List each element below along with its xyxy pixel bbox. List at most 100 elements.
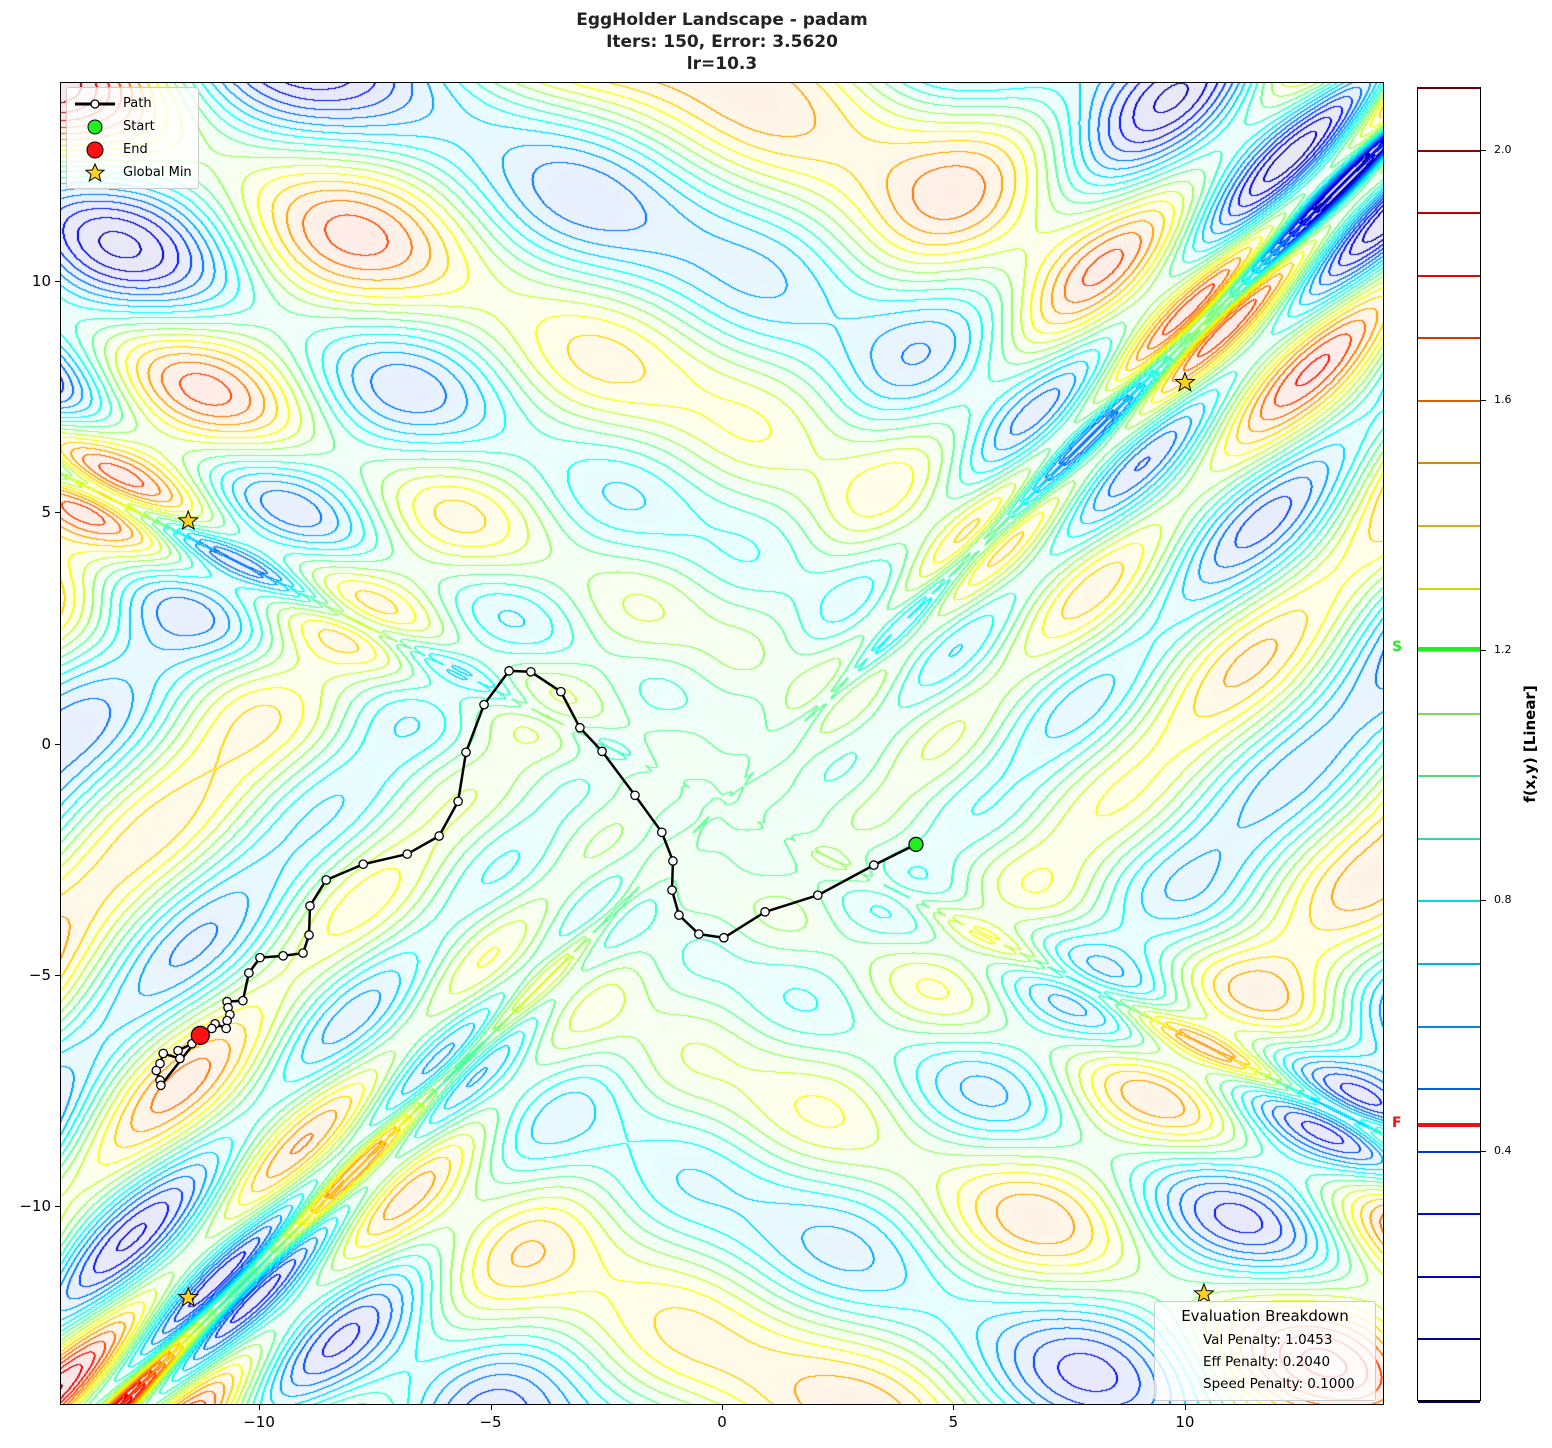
- legend-path-label: Path: [123, 96, 152, 111]
- colorbar-marker-s: [1418, 647, 1480, 652]
- colorbar-marker-label: F: [1392, 1114, 1402, 1131]
- path-point: [525, 666, 536, 677]
- colorbar-tick: [1481, 900, 1486, 902]
- colorbar-level-line: [1418, 1213, 1480, 1216]
- path-point: [597, 746, 607, 757]
- colorbar-level-line: [1418, 1088, 1480, 1091]
- path-point: [206, 1023, 217, 1034]
- global-min-star: [1193, 1282, 1215, 1304]
- colorbar-marker-label: S: [1392, 639, 1403, 656]
- legend-end: End: [73, 138, 192, 161]
- y-tick-label: 10: [31, 271, 51, 290]
- path-point: [298, 948, 308, 958]
- colorbar-level-line: [1418, 837, 1480, 840]
- evaluation-breakdown: Evaluation Breakdown Val Penalty: 1.0453…: [1154, 1301, 1376, 1401]
- colorbar-tick-label: 1.6: [1494, 392, 1512, 406]
- y-tick-label: −5: [28, 965, 51, 984]
- chart-title-line-2: Iters: 150, Error: 3.5620: [606, 32, 838, 52]
- y-tick-label: 0: [41, 734, 51, 753]
- x-tick-label: 5: [948, 1413, 959, 1431]
- path-point: [667, 885, 677, 895]
- path-point: [668, 856, 678, 866]
- legend-start: Start: [73, 115, 192, 138]
- colorbar-level-line: [1418, 900, 1480, 903]
- chart-title-line-3: lr=10.3: [686, 54, 758, 74]
- star-icon: [84, 162, 106, 182]
- path-point: [221, 1023, 232, 1034]
- colorbar-level-line: [1418, 1338, 1480, 1341]
- colorbar-level-line: [1418, 212, 1480, 215]
- global-min-star: [1174, 371, 1196, 392]
- colorbar-level-line: [1418, 525, 1480, 527]
- path-point: [222, 1015, 232, 1026]
- y-tick: [55, 512, 60, 514]
- colorbar-tick-label: 1.2: [1494, 643, 1512, 657]
- colorbar-level-line: [1418, 87, 1480, 89]
- x-tick: [490, 1405, 492, 1410]
- x-tick-label: 10: [1175, 1413, 1195, 1431]
- path-point: [812, 890, 823, 901]
- path-point: [694, 929, 704, 939]
- path-point: [760, 907, 770, 917]
- path-point: [175, 1053, 185, 1064]
- y-tick-label: −10: [19, 1197, 51, 1216]
- path-point: [630, 790, 640, 801]
- x-tick-label: −5: [479, 1413, 502, 1431]
- path-point: [238, 995, 248, 1006]
- speed-penalty: Speed Penalty: 0.1000: [1203, 1376, 1355, 1392]
- y-tick: [55, 743, 60, 745]
- path-point: [556, 686, 566, 697]
- path-point: [304, 930, 314, 940]
- colorbar-marker-f: [1418, 1122, 1480, 1127]
- path-point: [479, 699, 489, 710]
- start-marker-icon: [87, 119, 103, 134]
- global-min-star: [177, 1286, 200, 1307]
- evaluation-heading: Evaluation Breakdown: [1181, 1307, 1349, 1325]
- path-point: [575, 722, 585, 733]
- path-line-icon: [75, 98, 115, 109]
- colorbar-tick: [1481, 650, 1486, 652]
- colorbar-level-line: [1418, 712, 1480, 715]
- plot-area: [60, 82, 1384, 1405]
- legend-end-label: End: [123, 142, 148, 157]
- path-point: [719, 932, 729, 943]
- colorbar-tick-label: 0.4: [1494, 1143, 1512, 1157]
- y-tick: [55, 280, 60, 282]
- colorbar-label: f(x,y) [Linear]: [1521, 685, 1539, 803]
- legend-path: Path: [73, 92, 192, 115]
- colorbar: [1417, 87, 1481, 1403]
- path-point: [434, 831, 444, 841]
- path-point: [255, 952, 265, 963]
- path-point: [151, 1065, 162, 1076]
- colorbar-level-line: [1418, 399, 1480, 402]
- legend-global-min-label: Global Min: [123, 165, 192, 180]
- x-tick: [259, 1405, 261, 1410]
- colorbar-level-line: [1418, 1275, 1480, 1278]
- path-point: [278, 950, 288, 961]
- optimizer-path-line: [155, 669, 917, 1087]
- path-point: [674, 910, 684, 920]
- path-point: [656, 827, 667, 838]
- path-overlay: [151, 371, 1215, 1307]
- path-point: [156, 1080, 166, 1091]
- val-penalty: Val Penalty: 1.0453: [1203, 1332, 1333, 1348]
- path-point: [244, 968, 254, 978]
- legend-global-min: Global Min: [73, 161, 192, 184]
- path-point: [358, 859, 369, 870]
- chart-title-line-1: EggHolder Landscape - padam: [576, 10, 868, 30]
- contour-field: [60, 82, 1384, 1405]
- colorbar-level-line: [1418, 587, 1480, 590]
- colorbar-level-line: [1418, 1150, 1480, 1153]
- colorbar-level-line: [1418, 1401, 1480, 1403]
- legend: Path Start End Global Min: [66, 87, 199, 189]
- path-point: [321, 875, 332, 885]
- colorbar-level-line: [1418, 274, 1480, 277]
- path-point: [453, 796, 463, 807]
- colorbar-level-line: [1418, 337, 1480, 340]
- x-tick-label: 0: [717, 1413, 727, 1431]
- x-tick: [722, 1405, 723, 1410]
- colorbar-tick-label: 0.8: [1494, 893, 1512, 907]
- colorbar-level-line: [1418, 775, 1480, 778]
- global-min-star: [177, 509, 200, 531]
- colorbar-level-line: [1418, 1025, 1480, 1028]
